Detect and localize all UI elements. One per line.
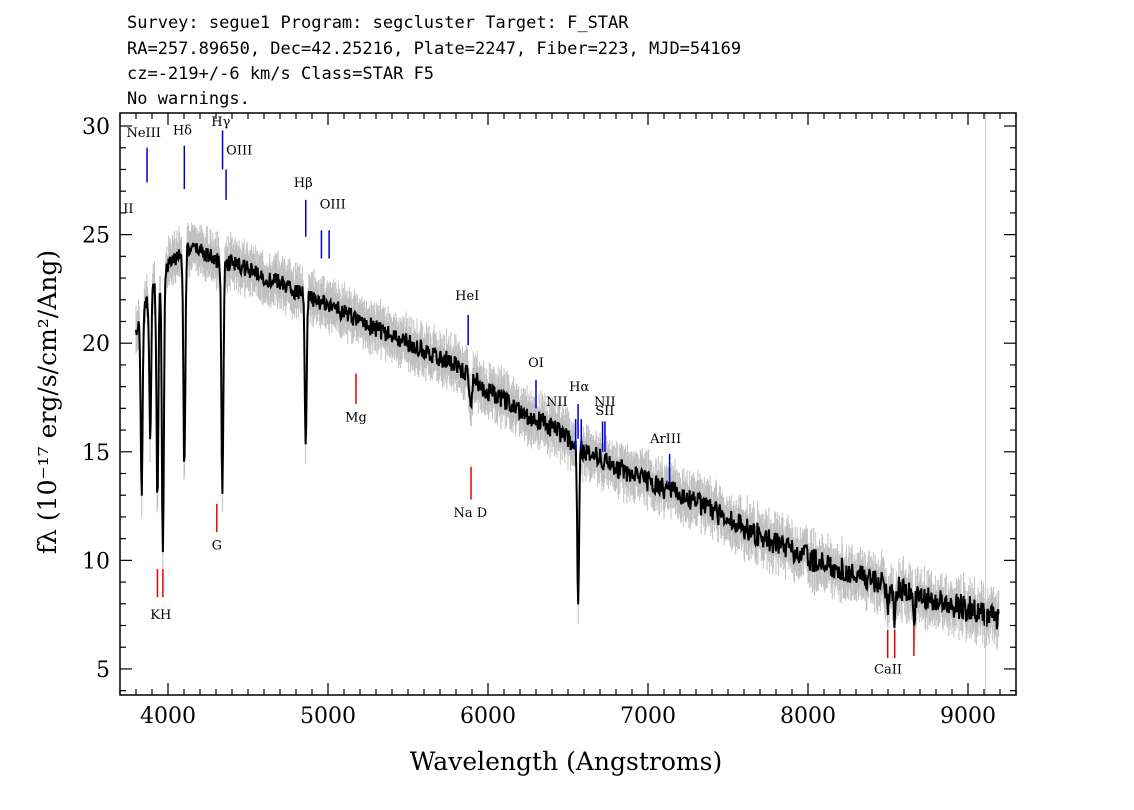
x-tick-label-8000: 8000	[780, 704, 836, 729]
absorption-label-2: Mg	[345, 410, 367, 425]
flux-layer	[135, 113, 1000, 695]
header-line-1: Survey: segue1 Program: segcluster Targe…	[127, 13, 629, 33]
y-tick-label-5: 5	[96, 658, 110, 683]
x-tick-label-5000: 5000	[300, 704, 356, 729]
absorption-label-0: KH	[150, 608, 171, 623]
y-tick-label-20: 20	[82, 332, 110, 357]
absorption-label-3: Na D	[454, 506, 488, 521]
emission-label-8: OI	[528, 356, 544, 371]
emission-label-1: NeIII	[126, 126, 160, 141]
absorption-label-4: CaII	[874, 662, 902, 677]
header-line-4: No warnings.	[127, 89, 250, 109]
emission-label-10: Hα	[569, 380, 589, 395]
emission-label-7: HeI	[455, 289, 479, 304]
emission-label-5: Hβ	[294, 176, 313, 191]
y-tick-label-30: 30	[82, 115, 110, 140]
y-axis-title: fλ (10⁻¹⁷ erg/s/cm²/Ang)	[33, 250, 62, 554]
emission-label-13: ArIII	[649, 432, 681, 447]
y-tick-label-10: 10	[82, 549, 110, 574]
y-tick-label-15: 15	[82, 441, 110, 466]
axes: 4000 5000 6000 7000 8000 9000 5 10 15 20 25 30	[82, 112, 1017, 729]
x-tick-label-7000: 7000	[620, 704, 676, 729]
y-tick-label-25: 25	[82, 224, 110, 249]
emission-label-6: OIII	[320, 198, 346, 213]
flux-series	[135, 242, 1000, 630]
emission-label-4: OIII	[226, 143, 252, 158]
x-tick-label-6000: 6000	[460, 704, 516, 729]
emission-label-11: NII	[594, 395, 616, 410]
x-axis-title: Wavelength (Angstroms)	[410, 747, 722, 776]
header: Survey: segue1 Program: segcluster Targe…	[127, 13, 741, 109]
plot-frame	[119, 112, 1017, 696]
x-tick-label-9000: 9000	[940, 704, 996, 729]
emission-label-3: Hγ	[211, 115, 230, 130]
x-tick-label-4000: 4000	[140, 704, 196, 729]
absorption-label-1: G	[212, 539, 222, 554]
emission-label-9: NII	[546, 395, 568, 410]
header-line-3: cz=-219+/-6 km/s Class=STAR F5	[127, 64, 434, 84]
emission-label-0: II	[123, 202, 133, 217]
emission-label-12: SII	[595, 404, 614, 419]
emission-label-2: Hδ	[173, 124, 192, 139]
header-line-2: RA=257.89650, Dec=42.25216, Plate=2247, …	[127, 39, 741, 59]
